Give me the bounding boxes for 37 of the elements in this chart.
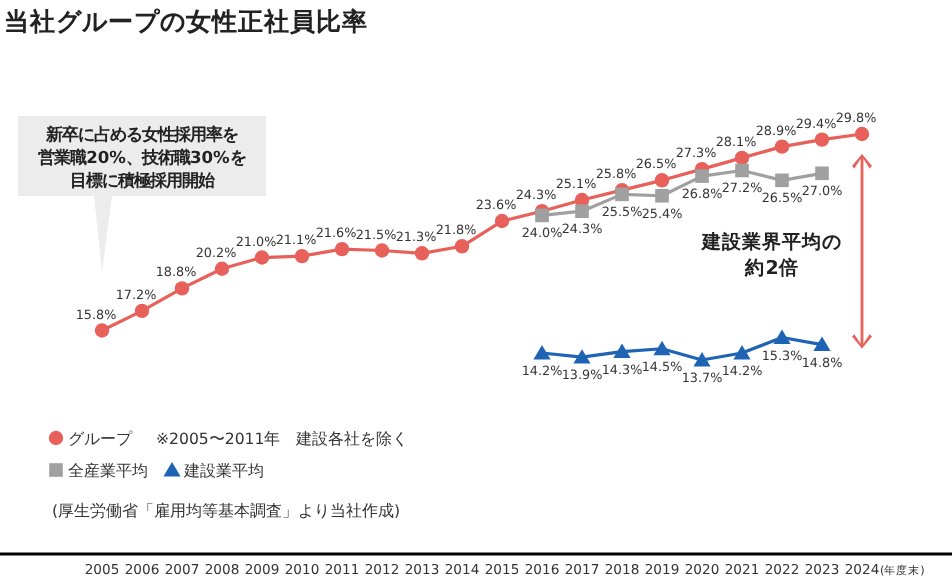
point	[655, 188, 669, 203]
point	[813, 336, 831, 351]
point	[695, 169, 709, 183]
point	[774, 139, 790, 154]
point	[294, 248, 310, 264]
point	[814, 132, 830, 147]
point	[174, 281, 190, 296]
annotation: 約2倍	[743, 256, 799, 280]
annotation: 建設業界平均の	[700, 230, 842, 254]
annotation: 営業職20%、技術職30%を	[38, 147, 246, 167]
point	[775, 173, 789, 188]
point	[254, 250, 270, 265]
point	[374, 243, 390, 258]
annotation: 目標に積極採用開始	[70, 170, 216, 190]
point	[653, 340, 671, 356]
annotation: 新卒に占める女性採用率を	[44, 124, 238, 144]
point	[854, 126, 870, 142]
point	[733, 344, 751, 360]
point	[454, 239, 470, 254]
point	[693, 352, 711, 367]
point	[575, 204, 589, 218]
point	[815, 166, 829, 181]
point	[573, 349, 591, 364]
point	[134, 303, 150, 319]
point	[414, 246, 430, 261]
point	[735, 163, 749, 178]
point	[214, 261, 230, 276]
point	[613, 343, 631, 358]
point	[615, 187, 629, 202]
point	[773, 329, 791, 344]
point	[494, 213, 510, 229]
point	[94, 323, 110, 338]
chart-title: 当社グループの女性正社員比率	[4, 6, 368, 36]
point	[654, 173, 670, 188]
point	[734, 150, 750, 166]
point	[334, 241, 350, 257]
point	[533, 344, 551, 360]
